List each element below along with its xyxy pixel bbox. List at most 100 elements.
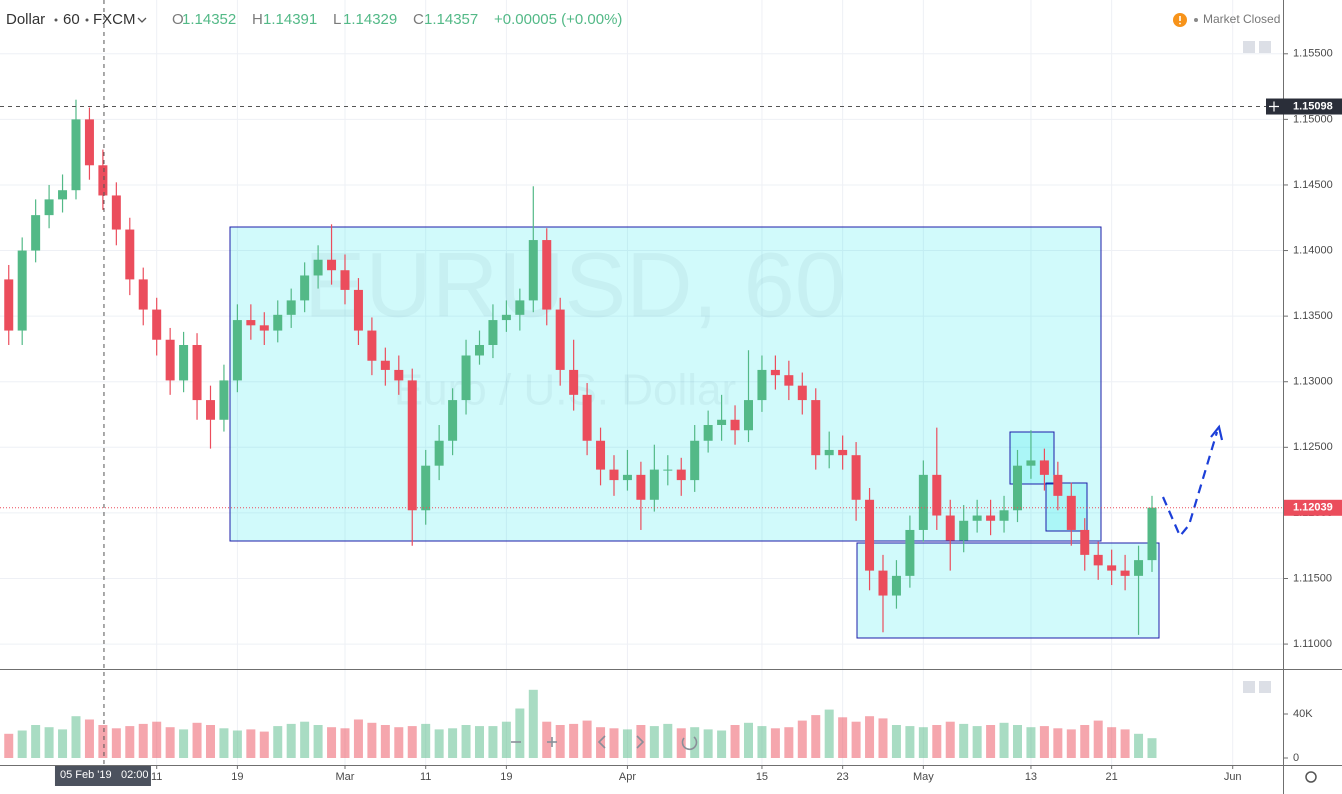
candle-body	[327, 259, 337, 271]
interval[interactable]: 60	[63, 11, 80, 28]
candle-body	[1066, 495, 1076, 530]
y-tick-label: 1.15500	[1293, 48, 1333, 60]
pane-button[interactable]	[1259, 41, 1271, 53]
volume-bar	[232, 730, 242, 758]
volume-bar	[999, 722, 1009, 758]
candle-body	[542, 240, 552, 310]
candle-body	[569, 369, 579, 395]
y-tick-label: 1.13500	[1293, 310, 1333, 322]
legend-label: H	[252, 11, 263, 28]
x-tick-label: Mar	[336, 771, 355, 783]
candle-body	[313, 259, 323, 276]
candle-body	[999, 510, 1009, 521]
candle-body	[461, 355, 471, 401]
scroll-right[interactable]	[636, 735, 645, 749]
candle-body	[636, 474, 646, 500]
volume-bar	[743, 722, 753, 758]
grid	[0, 0, 1283, 765]
candle-body	[394, 369, 404, 381]
legend-value: 1.14391	[263, 11, 317, 28]
candle-body	[448, 400, 458, 441]
range-box	[229, 226, 1102, 542]
volume-bar	[730, 725, 740, 758]
range-box	[856, 542, 1160, 639]
crosshair-price-label: 1.15098	[1293, 100, 1333, 112]
candle-body	[259, 325, 269, 331]
crosshair-time-box	[54, 766, 151, 786]
change: +0.00005 (+0.00%)	[494, 11, 622, 28]
volume-bar	[1120, 729, 1130, 758]
pane-button[interactable]	[1243, 681, 1255, 693]
volume-bar	[703, 729, 713, 758]
volume-bar	[152, 721, 162, 758]
candle-body	[165, 339, 175, 381]
candle-body	[71, 119, 81, 191]
y-tick-label: 1.15000	[1293, 113, 1333, 125]
candle-body	[232, 320, 242, 381]
reset[interactable]	[681, 736, 698, 751]
volume-bar	[327, 727, 337, 758]
candle-body	[676, 469, 686, 481]
volume-bar	[1147, 738, 1157, 758]
volume-bar	[394, 727, 404, 758]
status-icon-mark	[1179, 22, 1181, 25]
volume-bar	[959, 723, 969, 758]
x-tick-label: 11	[151, 771, 162, 783]
volume-bar	[1134, 733, 1144, 758]
volume-bar	[434, 729, 444, 758]
candle-body	[824, 449, 834, 456]
gear[interactable]	[1305, 771, 1317, 783]
crosshair-plus	[1269, 101, 1279, 112]
pane-button[interactable]	[1243, 41, 1255, 53]
chevron[interactable]	[137, 17, 147, 23]
x-tick-label: Jun	[1224, 771, 1242, 783]
y-tick-label: 1.11500	[1293, 572, 1332, 584]
volume-bar	[259, 731, 269, 758]
symbol[interactable]: Dollar	[6, 11, 45, 28]
candle-body	[878, 570, 888, 596]
volume-bar	[891, 725, 901, 758]
volume-bar	[246, 729, 256, 758]
pane-button[interactable]	[1259, 681, 1271, 693]
volume-bar	[918, 727, 928, 758]
volume-bar	[165, 727, 175, 758]
volume-bar	[461, 725, 471, 758]
candle-body	[273, 314, 283, 331]
legend-value: 1.14357	[424, 11, 478, 28]
candle-body	[192, 344, 202, 401]
volume-bar	[690, 727, 700, 758]
candle-body	[1107, 565, 1117, 571]
volume-bar	[1012, 725, 1022, 758]
candle-body	[1080, 529, 1090, 555]
candle-body	[891, 575, 901, 596]
candle-body	[1053, 474, 1063, 496]
volume-tick-label: 40K	[1293, 708, 1313, 720]
volume-bar	[932, 725, 942, 758]
scroll-left[interactable]	[597, 735, 606, 749]
volume-bar	[286, 723, 296, 758]
y-tick-label: 1.14000	[1293, 244, 1333, 256]
watermark-title: EURUSD, 60	[304, 234, 846, 336]
volume-bar	[717, 730, 727, 758]
volume-bar	[1039, 726, 1049, 758]
candle-body	[421, 465, 431, 511]
volume-bar	[582, 720, 592, 758]
volume-bar	[528, 689, 538, 758]
y-tick-label: 1.11000	[1293, 638, 1332, 650]
volume-bar	[797, 720, 807, 758]
volume-bar	[501, 721, 511, 758]
volume-bar	[636, 725, 646, 758]
source[interactable]: FXCM	[93, 11, 136, 28]
candle-body	[811, 400, 821, 456]
candle-body	[932, 474, 942, 516]
candle-body	[474, 344, 484, 356]
volume-bar	[1026, 727, 1036, 758]
x-tick-label: 11	[420, 771, 431, 783]
legend-label: O	[172, 11, 184, 28]
volume-bar	[569, 723, 579, 758]
candle-body	[488, 320, 498, 345]
volume-bar	[448, 728, 458, 758]
candle-body	[972, 515, 982, 521]
candle-body	[1039, 460, 1049, 475]
range-box	[1045, 482, 1088, 532]
